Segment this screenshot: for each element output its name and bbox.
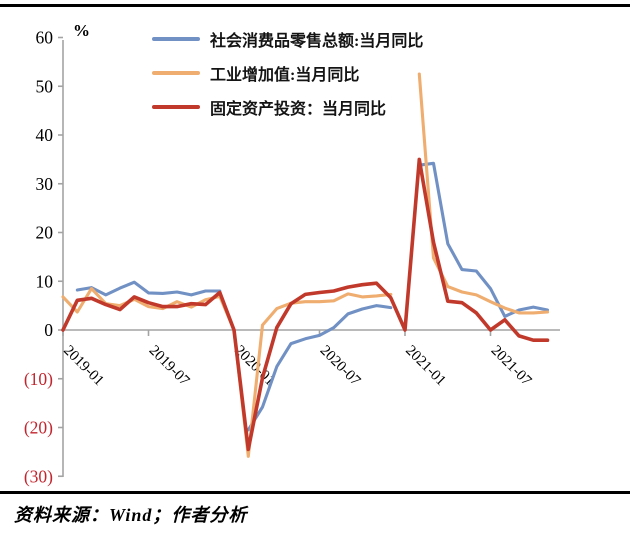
source-note: 资料来源：Wind；作者分析 [14,505,248,525]
y-axis-tick-label: (30) [24,466,53,486]
y-axis-tick-label: 20 [36,223,54,243]
y-axis-tick-label: 50 [36,76,54,96]
chart-legend: 社会消费品零售总额:当月同比 工业增加值:当月同比 固定资产投资：当月同比 [152,22,423,124]
legend-swatch-retail-sales [152,37,200,41]
y-axis-tick-label: (20) [24,418,53,438]
series-line-0 [246,304,393,432]
y-axis-tick-label: 60 [36,28,54,48]
y-axis-tick-label: 40 [36,125,54,145]
legend-label-industrial-output: 工业增加值:当月同比 [210,67,360,84]
x-axis-tick-label: 2020-07 [317,343,364,390]
series-line-2 [61,157,550,452]
x-axis-tick-label: 2021-01 [402,343,449,390]
x-axis-tick-label: 2019-01 [60,343,107,390]
series-line-0 [75,280,222,297]
legend-label-retail-sales: 社会消费品零售总额:当月同比 [210,33,424,50]
y-axis-unit-label: % [73,21,90,40]
series-line-0 [417,161,550,318]
legend-item-fixed-asset-investment: 固定资产投资：当月同比 [152,90,423,124]
legend-swatch-industrial-output [152,71,200,75]
bottom-border-rule [0,491,630,494]
y-axis-tick-label: 30 [36,174,54,194]
x-axis-tick-label: 2019-07 [146,343,193,390]
legend-item-retail-sales: 社会消费品零售总额:当月同比 [152,22,423,56]
legend-label-fixed-asset-investment: 固定资产投资：当月同比 [210,101,387,118]
plot-canvas: 60 50 40 30 20 10 0 (10) (20) (30) 2019-01 2019-07 2… [24,28,560,486]
y-axis-tick-label: (10) [24,369,53,389]
line-chart: 60 50 40 30 20 10 0 (10) (20) (30) 2019-01 2019-07 2… [24,21,560,486]
top-border-rule [0,4,630,7]
y-axis-tick-label: 0 [44,320,53,340]
legend-swatch-fixed-asset-investment [152,105,200,109]
x-axis-tick-label: 2021-07 [488,343,535,390]
legend-item-industrial-output: 工业增加值:当月同比 [152,56,423,90]
y-axis-tick-label: 10 [36,271,54,291]
